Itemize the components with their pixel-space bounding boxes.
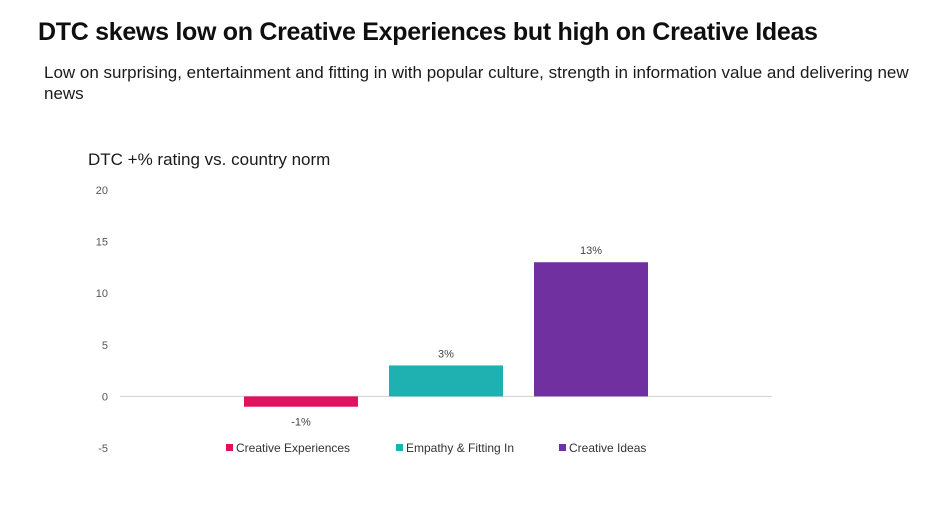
y-tick-label: 20: [96, 185, 108, 197]
data-label: 13%: [580, 245, 602, 257]
y-tick-label: 10: [96, 288, 108, 300]
legend-label: Creative Ideas: [569, 441, 646, 455]
legend-swatch: [559, 444, 566, 451]
data-label: 3%: [438, 348, 454, 360]
y-tick-label: 5: [102, 340, 108, 352]
legend-swatch: [226, 444, 233, 451]
bar-creative-experiences: [244, 396, 358, 407]
legend-swatch: [396, 444, 403, 451]
bar-empathy-fitting-in: [389, 365, 503, 397]
legend-label: Creative Experiences: [236, 441, 350, 455]
y-tick-label: 0: [102, 391, 108, 403]
bar-creative-ideas: [534, 262, 648, 397]
chart-title: DTC +% rating vs. country norm: [88, 150, 331, 169]
page-subtitle: Low on surprising, entertainment and fit…: [44, 63, 909, 103]
y-tick-label: -5: [98, 443, 108, 455]
page-title: DTC skews low on Creative Experiences bu…: [38, 18, 818, 46]
legend-label: Empathy & Fitting In: [406, 441, 514, 455]
y-tick-label: 15: [96, 237, 108, 249]
data-label: -1%: [291, 417, 311, 429]
